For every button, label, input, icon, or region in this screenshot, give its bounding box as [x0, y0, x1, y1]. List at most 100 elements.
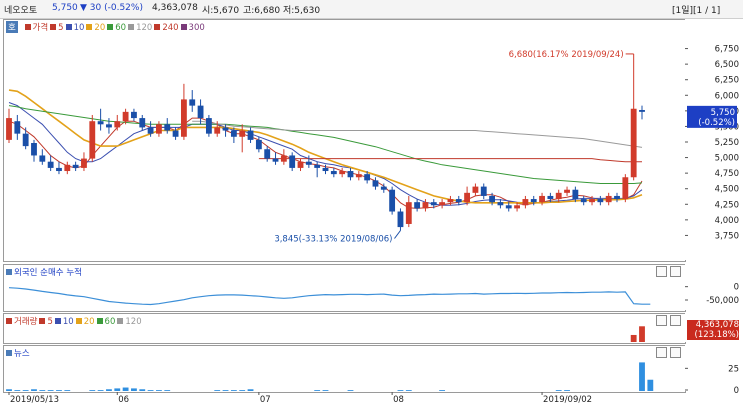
legend-item-5[interactable]: 120	[125, 317, 142, 327]
candle[interactable]	[547, 192, 554, 203]
news-bar[interactable]	[439, 390, 446, 391]
candle[interactable]	[497, 199, 504, 209]
legend-item-0[interactable]: 거래량	[14, 317, 38, 327]
pane-close-button[interactable]	[670, 347, 681, 358]
news-bar[interactable]	[230, 390, 237, 391]
candle[interactable]	[147, 121, 154, 137]
candle[interactable]	[81, 152, 87, 172]
candle[interactable]	[339, 167, 346, 178]
candle[interactable]	[472, 183, 479, 196]
candle[interactable]	[31, 139, 37, 162]
candle[interactable]	[597, 195, 604, 206]
candle[interactable]	[131, 108, 137, 122]
candle[interactable]	[255, 136, 262, 153]
legend-item-5[interactable]: 120	[136, 23, 153, 33]
candle[interactable]	[405, 195, 412, 228]
candle[interactable]	[72, 161, 79, 172]
candle[interactable]	[180, 83, 187, 140]
candle[interactable]	[89, 114, 96, 162]
news-bar[interactable]	[405, 390, 412, 391]
legend-item-2[interactable]: 10	[62, 317, 74, 327]
candle[interactable]	[364, 171, 371, 184]
legend-item-2[interactable]: 10	[73, 23, 85, 33]
candle[interactable]	[639, 105, 645, 120]
stock-name[interactable]: 네오오토	[4, 6, 38, 16]
candle[interactable]	[106, 118, 112, 134]
news-bar[interactable]	[106, 389, 112, 391]
volume-pane[interactable]: 거래량 5 10 20 60 120	[3, 313, 686, 344]
candle[interactable]	[380, 183, 387, 193]
candle[interactable]	[514, 202, 520, 212]
candle[interactable]	[414, 199, 421, 212]
candle[interactable]	[322, 164, 329, 175]
candle[interactable]	[47, 155, 54, 172]
news-bar[interactable]	[555, 390, 562, 391]
pane-close-button[interactable]	[670, 315, 681, 326]
news-bar[interactable]	[89, 390, 96, 391]
news-bar[interactable]	[97, 390, 104, 391]
candle[interactable]	[447, 195, 454, 206]
period-indicator[interactable]: [1일][1 / 1]	[672, 6, 721, 16]
candle[interactable]	[622, 174, 629, 203]
candle[interactable]	[247, 127, 254, 143]
news-bar[interactable]	[214, 390, 221, 391]
candle[interactable]	[172, 127, 179, 140]
candle[interactable]	[114, 114, 121, 131]
news-bar[interactable]	[564, 390, 570, 391]
candle[interactable]	[555, 189, 562, 203]
candle[interactable]	[580, 195, 587, 206]
legend-item-4[interactable]: 60	[115, 23, 127, 33]
candle[interactable]	[389, 186, 396, 215]
news-bar[interactable]	[222, 390, 229, 391]
candle[interactable]	[589, 195, 595, 206]
candle[interactable]	[14, 114, 21, 140]
news-bar[interactable]	[39, 390, 46, 391]
candle[interactable]	[139, 114, 146, 131]
news-bar[interactable]	[156, 390, 162, 391]
candle[interactable]	[530, 195, 537, 206]
pane-maximize-button[interactable]	[656, 266, 667, 277]
news-bar[interactable]	[147, 390, 154, 391]
legend-item-6[interactable]: 240	[162, 23, 179, 33]
news-bar[interactable]	[639, 362, 645, 391]
candle[interactable]	[280, 149, 287, 165]
news-bar[interactable]	[314, 390, 321, 391]
candle[interactable]	[189, 90, 196, 112]
news-bar[interactable]	[22, 390, 29, 391]
news-bar[interactable]	[56, 390, 62, 391]
news-bar[interactable]	[114, 388, 121, 391]
chart-type-icon[interactable]: 호	[6, 21, 18, 33]
news-bar[interactable]	[139, 389, 146, 391]
candle[interactable]	[455, 195, 462, 206]
candle[interactable]	[430, 199, 437, 209]
candle[interactable]	[314, 161, 321, 178]
volume-bar[interactable]	[639, 326, 645, 342]
candle[interactable]	[239, 124, 246, 153]
candle[interactable]	[197, 99, 204, 125]
candle[interactable]	[97, 108, 104, 131]
news-bar[interactable]	[131, 388, 137, 391]
news-pane[interactable]: 뉴스	[3, 345, 686, 393]
candle[interactable]	[614, 192, 620, 203]
candle[interactable]	[505, 202, 512, 212]
candle[interactable]	[230, 127, 237, 143]
candle[interactable]	[522, 195, 529, 209]
candle[interactable]	[289, 152, 296, 172]
candle[interactable]	[397, 208, 404, 231]
candle[interactable]	[489, 192, 495, 206]
candle[interactable]	[347, 167, 354, 181]
news-bar[interactable]	[47, 390, 54, 391]
candle[interactable]	[205, 114, 212, 137]
legend-item-3[interactable]: 20	[83, 317, 95, 327]
news-bar[interactable]	[647, 379, 654, 391]
news-bar[interactable]	[347, 390, 354, 391]
pane-close-button[interactable]	[670, 266, 681, 277]
candle[interactable]	[22, 127, 29, 150]
candle[interactable]	[605, 192, 612, 206]
news-bar[interactable]	[6, 389, 12, 391]
candle[interactable]	[214, 121, 221, 137]
candle[interactable]	[439, 199, 446, 209]
candle[interactable]	[480, 183, 487, 200]
candle[interactable]	[305, 155, 312, 168]
candle[interactable]	[630, 53, 637, 181]
